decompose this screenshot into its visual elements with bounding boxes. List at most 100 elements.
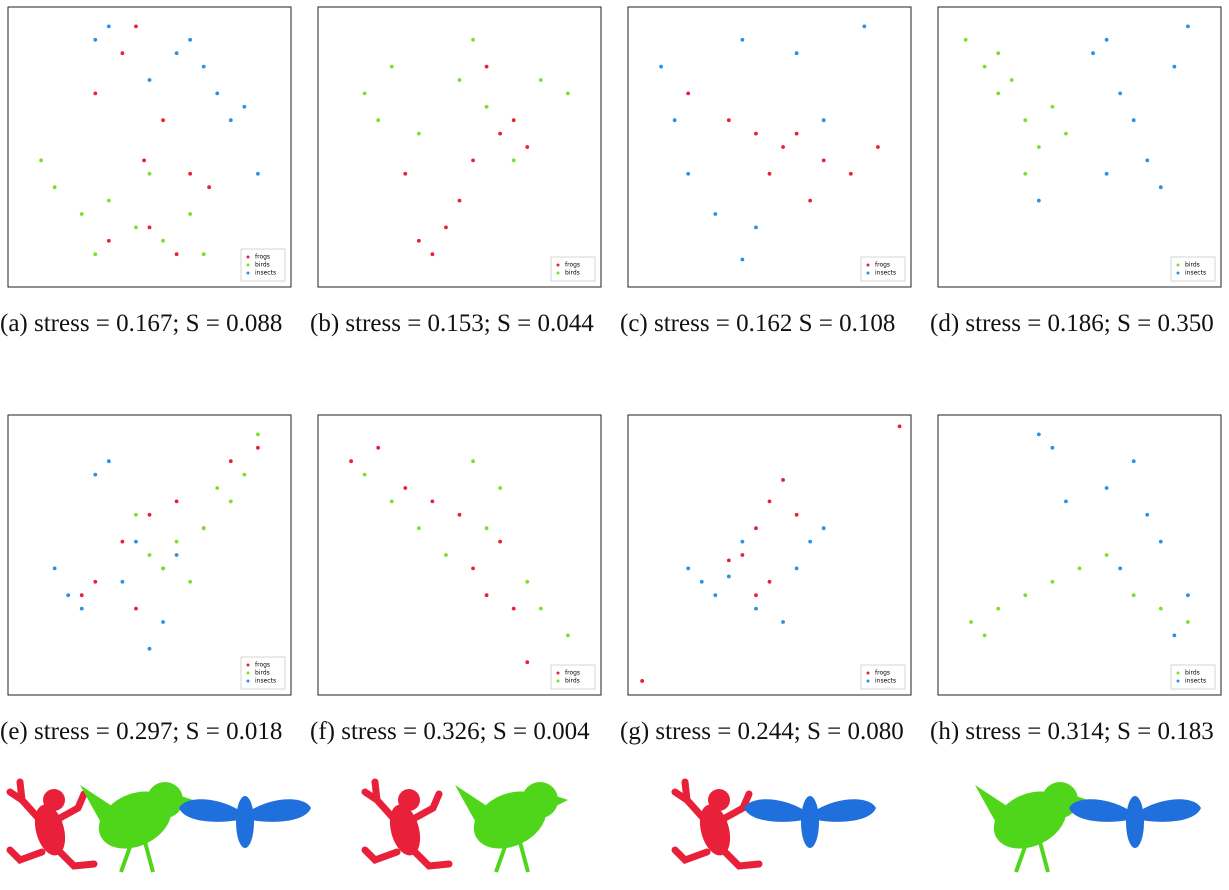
- point: [849, 172, 853, 176]
- point: [202, 252, 206, 256]
- point: [996, 92, 1000, 96]
- frog-icon: [365, 782, 449, 866]
- point: [1172, 634, 1176, 638]
- point: [188, 38, 192, 42]
- point: [39, 159, 43, 163]
- insect-icon: [744, 796, 876, 848]
- point: [256, 446, 260, 450]
- point: [768, 172, 772, 176]
- point: [80, 593, 84, 597]
- point: [256, 172, 260, 176]
- point: [93, 38, 97, 42]
- legend-marker: [1177, 272, 1180, 275]
- point: [485, 65, 489, 69]
- legend-marker: [867, 272, 870, 275]
- legend-marker: [557, 672, 560, 675]
- legend-label: frogs: [875, 670, 890, 677]
- point: [1037, 433, 1041, 437]
- point: [148, 78, 152, 82]
- point: [686, 172, 690, 176]
- point: [1132, 459, 1136, 463]
- point: [148, 647, 152, 651]
- point: [983, 634, 987, 638]
- point: [458, 199, 462, 203]
- point: [148, 513, 152, 517]
- point: [539, 607, 543, 611]
- scatter-panel: frogsbirds: [318, 415, 601, 695]
- point: [1064, 132, 1068, 136]
- point: [458, 78, 462, 82]
- point: [822, 526, 826, 530]
- point: [1186, 593, 1190, 597]
- point: [795, 132, 799, 136]
- legend-label: insects: [255, 678, 276, 685]
- point: [1023, 118, 1027, 122]
- point: [229, 118, 233, 122]
- caption: (e) stress = 0.297; S = 0.018: [0, 715, 298, 749]
- point: [898, 424, 902, 428]
- legend-marker: [557, 680, 560, 683]
- plot-frame: [8, 7, 291, 287]
- point: [754, 226, 758, 230]
- figure: frogsbirdsinsectsfrogsbirdsfrogsinsectsb…: [0, 0, 1229, 890]
- point: [242, 473, 246, 477]
- point: [229, 459, 233, 463]
- point: [1172, 65, 1176, 69]
- insect-icon: [1069, 796, 1201, 848]
- point: [876, 145, 880, 149]
- point: [175, 252, 179, 256]
- caption: (d) stress = 0.186; S = 0.350: [930, 307, 1228, 341]
- bird-icon: [455, 780, 568, 872]
- point: [188, 580, 192, 584]
- legend-label: birds: [565, 270, 580, 277]
- point: [202, 526, 206, 530]
- point: [1010, 78, 1014, 82]
- point: [795, 567, 799, 571]
- insect-icon: [179, 796, 311, 848]
- species-icons: [10, 780, 1201, 872]
- point: [1159, 185, 1163, 189]
- point: [431, 500, 435, 504]
- point: [1023, 593, 1027, 597]
- frog-icon: [675, 782, 759, 866]
- point: [754, 526, 758, 530]
- point: [996, 51, 1000, 55]
- point: [376, 118, 380, 122]
- point: [713, 212, 717, 216]
- point: [148, 553, 152, 557]
- point: [781, 478, 785, 482]
- point: [983, 65, 987, 69]
- point: [403, 172, 407, 176]
- point: [673, 118, 677, 122]
- point: [659, 65, 663, 69]
- scatter-panel: frogsinsects: [628, 415, 911, 695]
- point: [175, 553, 179, 557]
- point: [161, 620, 165, 624]
- caption: (f) stress = 0.326; S = 0.004: [310, 715, 608, 749]
- caption: (b) stress = 0.153; S = 0.044: [310, 307, 608, 341]
- point: [485, 593, 489, 597]
- point: [768, 500, 772, 504]
- point: [686, 92, 690, 96]
- point: [1037, 145, 1041, 149]
- legend-marker: [247, 672, 250, 675]
- point: [525, 145, 529, 149]
- legend-label: insects: [875, 270, 896, 277]
- legend-marker: [867, 680, 870, 683]
- point: [148, 226, 152, 230]
- point: [1145, 513, 1149, 517]
- legend-label: insects: [875, 678, 896, 685]
- point: [754, 593, 758, 597]
- point: [202, 65, 206, 69]
- point: [175, 540, 179, 544]
- legend-label: frogs: [565, 262, 580, 269]
- point: [795, 513, 799, 517]
- point: [121, 540, 125, 544]
- figure-canvas: frogsbirdsinsectsfrogsbirdsfrogsinsectsb…: [0, 0, 1229, 890]
- point: [1105, 553, 1109, 557]
- point: [229, 500, 233, 504]
- point: [781, 145, 785, 149]
- legend-marker: [1177, 672, 1180, 675]
